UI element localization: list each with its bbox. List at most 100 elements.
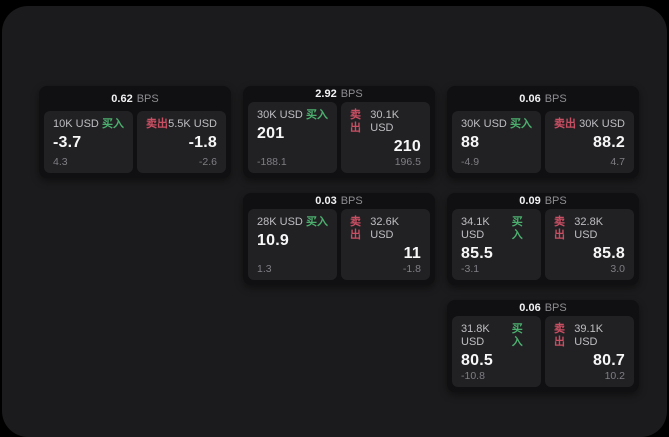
sell-size-label: 30K USD xyxy=(579,118,625,130)
buy-side-label: 买入 xyxy=(511,323,523,348)
sell-price: 11 xyxy=(403,245,421,262)
quote-card-body: 31.8K USD 买入 80.5 -10.8 卖出 39.1K USD 80.… xyxy=(447,316,639,392)
quote-card: 0.06 BPS 31.8K USD 买入 80.5 -10.8 卖出 39.1… xyxy=(447,300,639,392)
sell-price: 88.2 xyxy=(593,134,625,151)
buy-quote-tile[interactable]: 30K USD 买入 88 -4.9 xyxy=(452,111,541,173)
spread-value: 0.06 xyxy=(519,302,541,314)
spread-header: 0.06 BPS xyxy=(447,86,639,111)
sell-size-label: 39.1K USD xyxy=(574,323,604,348)
spread-header: 2.92 BPS xyxy=(243,86,435,102)
sell-sub-value: -1.8 xyxy=(402,263,421,275)
buy-size-label: 28K USD xyxy=(257,216,303,228)
quotes-panel: 0.62 BPS 10K USD 买入 -3.7 4.3 卖出 5.5K USD… xyxy=(2,6,667,437)
spread-header: 0.06 BPS xyxy=(447,300,639,316)
buy-size-label: 30K USD xyxy=(461,118,507,130)
spread-unit-label: BPS xyxy=(340,88,363,100)
spread-value: 0.06 xyxy=(519,92,541,105)
buy-tile-top-row: 31.8K USD 买入 xyxy=(461,323,532,349)
buy-tile-top-row: 10K USD 买入 xyxy=(53,118,124,131)
sell-price: 210 xyxy=(393,138,421,155)
buy-price: 80.5 xyxy=(461,352,493,369)
quote-card: 2.92 BPS 30K USD 买入 201 -188.1 卖出 30.1K … xyxy=(243,86,435,178)
spread-header: 0.03 BPS xyxy=(243,193,435,209)
sell-side-label: 卖出 xyxy=(146,118,168,130)
buy-sub-value: -3.1 xyxy=(461,263,480,275)
buy-quote-tile[interactable]: 34.1K USD 买入 85.5 -3.1 xyxy=(452,209,541,280)
sell-price: -1.8 xyxy=(188,134,217,151)
sell-side-label: 卖出 xyxy=(554,323,565,348)
sell-sub-value: 4.7 xyxy=(610,156,625,168)
buy-side-label: 买入 xyxy=(306,109,328,121)
quote-card-body: 28K USD 买入 10.9 1.3 卖出 32.6K USD 11 -1.8 xyxy=(243,209,435,285)
buy-quote-tile[interactable]: 31.8K USD 买入 80.5 -10.8 xyxy=(452,316,541,387)
sell-size-label: 32.8K USD xyxy=(574,216,604,241)
buy-size-label: 34.1K USD xyxy=(461,216,490,241)
buy-price: 10.9 xyxy=(257,232,289,249)
quote-card-body: 30K USD 买入 88 -4.9 卖出 30K USD 88.2 4.7 xyxy=(447,111,639,178)
buy-price: 201 xyxy=(257,125,285,142)
buy-tile-top-row: 28K USD 买入 xyxy=(257,216,328,229)
buy-price: 88 xyxy=(461,134,480,151)
buy-price: -3.7 xyxy=(53,134,82,151)
buy-quote-tile[interactable]: 30K USD 买入 201 -188.1 xyxy=(248,102,337,173)
sell-size-label: 5.5K USD xyxy=(168,118,217,130)
sell-quote-tile[interactable]: 卖出 39.1K USD 80.7 10.2 xyxy=(545,316,634,387)
spread-value: 0.03 xyxy=(315,195,337,207)
sell-side-label: 卖出 xyxy=(350,109,361,134)
spread-unit-label: BPS xyxy=(136,92,159,105)
buy-sub-value: -4.9 xyxy=(461,156,480,168)
sell-size-label: 30.1K USD xyxy=(370,109,400,134)
sell-price: 80.7 xyxy=(593,352,625,369)
buy-side-label: 买入 xyxy=(511,216,523,241)
buy-sub-value: -188.1 xyxy=(257,156,287,168)
buy-sub-value: 4.3 xyxy=(53,156,68,168)
buy-tile-top-row: 34.1K USD 买入 xyxy=(461,216,532,242)
buy-sub-value: -10.8 xyxy=(461,370,485,382)
sell-quote-tile[interactable]: 卖出 30.1K USD 210 196.5 xyxy=(341,102,430,173)
buy-quote-tile[interactable]: 10K USD 买入 -3.7 4.3 xyxy=(44,111,133,173)
sell-tile-top-row: 卖出 32.6K USD xyxy=(350,216,421,242)
buy-side-label: 买入 xyxy=(510,118,532,130)
sell-tile-top-row: 卖出 32.8K USD xyxy=(554,216,625,242)
sell-quote-tile[interactable]: 卖出 5.5K USD -1.8 -2.6 xyxy=(137,111,226,173)
sell-tile-top-row: 卖出 39.1K USD xyxy=(554,323,625,349)
quote-card: 0.62 BPS 10K USD 买入 -3.7 4.3 卖出 5.5K USD… xyxy=(39,86,231,178)
buy-size-label: 31.8K USD xyxy=(461,323,490,348)
sell-tile-top-row: 卖出 5.5K USD xyxy=(146,118,217,131)
buy-tile-top-row: 30K USD 买入 xyxy=(257,109,328,122)
spread-value: 0.09 xyxy=(519,195,541,207)
buy-size-label: 10K USD xyxy=(53,118,99,130)
sell-quote-tile[interactable]: 卖出 30K USD 88.2 4.7 xyxy=(545,111,634,173)
spread-header: 0.62 BPS xyxy=(39,86,231,111)
quotes-grid: 0.62 BPS 10K USD 买入 -3.7 4.3 卖出 5.5K USD… xyxy=(39,86,639,392)
sell-size-label: 32.6K USD xyxy=(370,216,400,241)
sell-side-label: 卖出 xyxy=(554,118,576,130)
buy-price: 85.5 xyxy=(461,245,493,262)
spread-unit-label: BPS xyxy=(544,92,567,105)
spread-value: 0.62 xyxy=(111,92,133,105)
sell-quote-tile[interactable]: 卖出 32.6K USD 11 -1.8 xyxy=(341,209,430,280)
buy-quote-tile[interactable]: 28K USD 买入 10.9 1.3 xyxy=(248,209,337,280)
quote-card: 0.09 BPS 34.1K USD 买入 85.5 -3.1 卖出 32.8K… xyxy=(447,193,639,285)
sell-quote-tile[interactable]: 卖出 32.8K USD 85.8 3.0 xyxy=(545,209,634,280)
buy-sub-value: 1.3 xyxy=(257,263,272,275)
sell-sub-value: 3.0 xyxy=(610,263,625,275)
buy-side-label: 买入 xyxy=(102,118,124,130)
sell-tile-top-row: 卖出 30.1K USD xyxy=(350,109,421,135)
buy-size-label: 30K USD xyxy=(257,109,303,121)
spread-header: 0.09 BPS xyxy=(447,193,639,209)
sell-sub-value: -2.6 xyxy=(198,156,217,168)
quote-card-body: 30K USD 买入 201 -188.1 卖出 30.1K USD 210 1… xyxy=(243,102,435,178)
sell-price: 85.8 xyxy=(593,245,625,262)
quote-card: 0.06 BPS 30K USD 买入 88 -4.9 卖出 30K USD 8… xyxy=(447,86,639,178)
sell-tile-top-row: 卖出 30K USD xyxy=(554,118,625,131)
sell-sub-value: 196.5 xyxy=(394,156,421,168)
sell-sub-value: 10.2 xyxy=(604,370,625,382)
sell-side-label: 卖出 xyxy=(554,216,565,241)
spread-unit-label: BPS xyxy=(544,195,567,207)
quote-card-body: 10K USD 买入 -3.7 4.3 卖出 5.5K USD -1.8 -2.… xyxy=(39,111,231,178)
spread-value: 2.92 xyxy=(315,88,337,100)
buy-tile-top-row: 30K USD 买入 xyxy=(461,118,532,131)
quote-card-body: 34.1K USD 买入 85.5 -3.1 卖出 32.8K USD 85.8… xyxy=(447,209,639,285)
spread-unit-label: BPS xyxy=(544,302,567,314)
